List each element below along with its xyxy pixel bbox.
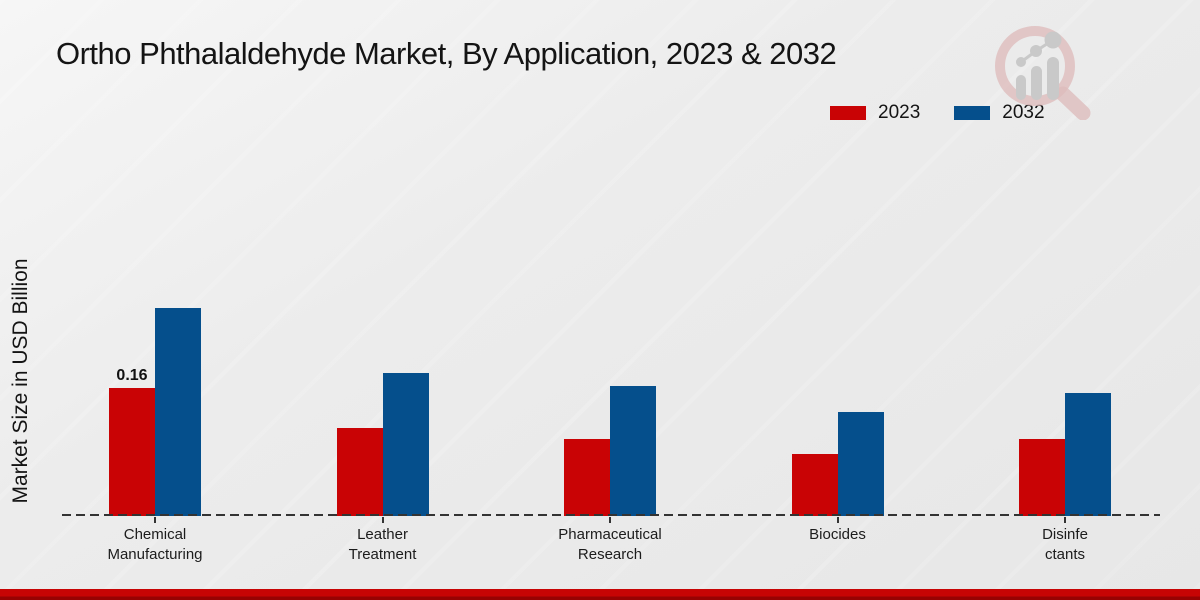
bar-2032-pharmaceutical-research <box>610 386 656 516</box>
magnifier-growth-chart-logo <box>995 26 1091 120</box>
legend-label-2032: 2032 <box>1002 102 1045 123</box>
x-axis-tick-disinfectants <box>1064 517 1066 523</box>
legend: 2023 2032 <box>830 102 1045 124</box>
legend-label-2023: 2023 <box>878 102 921 123</box>
category-label-chemical-manufacturing: Chemical Manufacturing <box>107 526 203 563</box>
bar-2032-biocides <box>837 412 884 516</box>
legend-item-2023: 2023 <box>830 102 920 124</box>
bar-2023-disinfectants <box>1019 439 1065 516</box>
legend-swatch-2032 <box>954 106 991 120</box>
category-label-biocides: Biocides <box>809 526 866 543</box>
bar-2032-chemical-manufacturing <box>155 308 201 516</box>
legend-swatch-2023 <box>830 106 866 120</box>
chart-title: Ortho Phthalaldehyde Market, By Applicat… <box>56 36 837 71</box>
category-label-disinfectants: Disinfe ctants <box>1042 526 1088 563</box>
x-axis-tick-chemical-manufacturing <box>154 517 156 523</box>
category-label-leather-treatment: Leather Treatment <box>348 526 417 563</box>
bar-2023-leather-treatment <box>336 428 383 516</box>
footer-accent-bar <box>0 589 1200 600</box>
bar-2032-disinfectants <box>1065 393 1111 516</box>
legend-item-2032: 2032 <box>954 102 1045 124</box>
x-axis-tick-pharmaceutical-research <box>609 517 611 523</box>
bar-value-label-2023-chemical-manufacturing: 0.16 <box>116 367 148 384</box>
bar-2023-chemical-manufacturing <box>109 388 155 516</box>
x-axis-baseline <box>62 514 1160 516</box>
bar-2023-biocides <box>791 454 838 516</box>
bar-2023-pharmaceutical-research <box>564 439 610 516</box>
bar-2032-leather-treatment <box>382 373 429 516</box>
x-axis-tick-leather-treatment <box>381 517 384 523</box>
x-axis-tick-biocides <box>836 517 839 523</box>
category-label-pharmaceutical-research: Pharmaceutical Research <box>558 526 662 563</box>
